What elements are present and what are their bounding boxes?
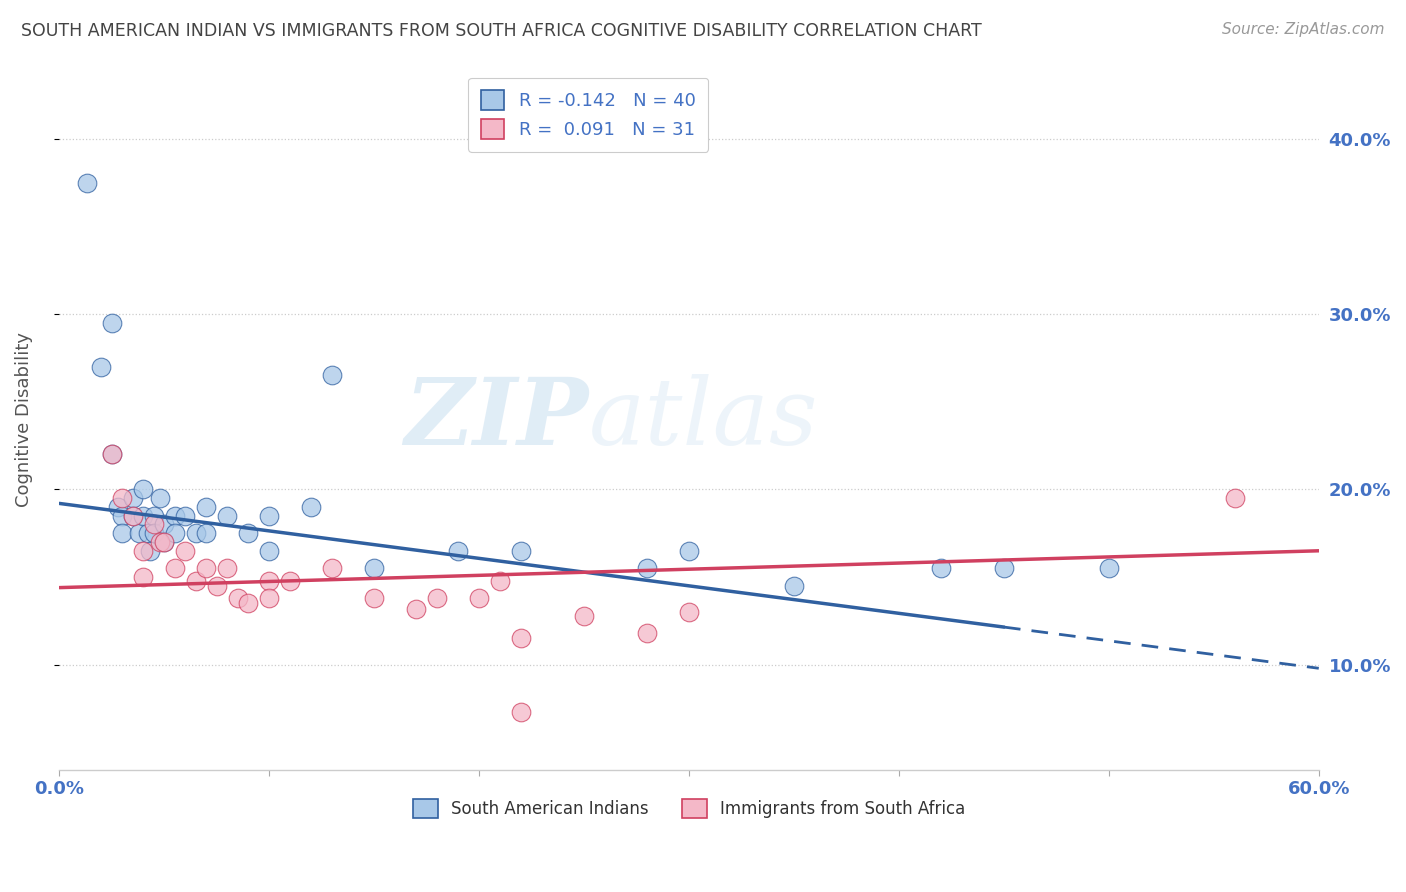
- Point: [142, 508, 165, 523]
- Point: [259, 591, 281, 606]
- Point: [90, 359, 112, 374]
- Point: [217, 508, 239, 523]
- Point: [259, 543, 281, 558]
- Point: [174, 543, 197, 558]
- Point: [101, 447, 124, 461]
- Point: [510, 705, 533, 719]
- Point: [468, 591, 491, 606]
- Point: [128, 526, 150, 541]
- Point: [138, 543, 160, 558]
- Point: [363, 591, 385, 606]
- Point: [107, 500, 129, 514]
- Point: [238, 526, 260, 541]
- Point: [76, 176, 98, 190]
- Point: [121, 508, 143, 523]
- Point: [184, 574, 207, 588]
- Point: [447, 543, 470, 558]
- Point: [217, 561, 239, 575]
- Point: [259, 574, 281, 588]
- Point: [142, 517, 165, 532]
- Point: [111, 491, 134, 505]
- Point: [636, 626, 658, 640]
- Point: [195, 500, 218, 514]
- Point: [363, 561, 385, 575]
- Point: [136, 526, 159, 541]
- Point: [195, 561, 218, 575]
- Point: [163, 508, 186, 523]
- Point: [929, 561, 952, 575]
- Legend: South American Indians, Immigrants from South Africa: South American Indians, Immigrants from …: [406, 793, 972, 825]
- Point: [195, 526, 218, 541]
- Point: [405, 601, 427, 615]
- Point: [1223, 491, 1246, 505]
- Point: [259, 508, 281, 523]
- Point: [101, 316, 124, 330]
- Text: SOUTH AMERICAN INDIAN VS IMMIGRANTS FROM SOUTH AFRICA COGNITIVE DISABILITY CORRE: SOUTH AMERICAN INDIAN VS IMMIGRANTS FROM…: [21, 22, 981, 40]
- Point: [278, 574, 301, 588]
- Point: [101, 447, 124, 461]
- Point: [163, 561, 186, 575]
- Point: [993, 561, 1015, 575]
- Point: [238, 596, 260, 610]
- Point: [142, 526, 165, 541]
- Point: [226, 591, 249, 606]
- Point: [149, 491, 172, 505]
- Point: [783, 579, 806, 593]
- Point: [149, 535, 172, 549]
- Point: [321, 561, 343, 575]
- Point: [678, 543, 700, 558]
- Text: Source: ZipAtlas.com: Source: ZipAtlas.com: [1222, 22, 1385, 37]
- Point: [132, 570, 155, 584]
- Point: [572, 608, 595, 623]
- Point: [174, 508, 197, 523]
- Point: [153, 535, 176, 549]
- Point: [111, 526, 134, 541]
- Point: [678, 605, 700, 619]
- Point: [489, 574, 512, 588]
- Point: [321, 368, 343, 383]
- Y-axis label: Cognitive Disability: Cognitive Disability: [15, 332, 32, 507]
- Text: atlas: atlas: [588, 375, 818, 464]
- Point: [121, 491, 143, 505]
- Point: [121, 508, 143, 523]
- Point: [153, 517, 176, 532]
- Point: [184, 526, 207, 541]
- Point: [132, 508, 155, 523]
- Text: ZIP: ZIP: [404, 375, 588, 464]
- Point: [636, 561, 658, 575]
- Point: [510, 543, 533, 558]
- Point: [163, 526, 186, 541]
- Point: [153, 535, 176, 549]
- Point: [299, 500, 322, 514]
- Point: [426, 591, 449, 606]
- Point: [132, 543, 155, 558]
- Point: [132, 483, 155, 497]
- Point: [510, 632, 533, 646]
- Point: [1098, 561, 1121, 575]
- Point: [111, 508, 134, 523]
- Point: [205, 579, 228, 593]
